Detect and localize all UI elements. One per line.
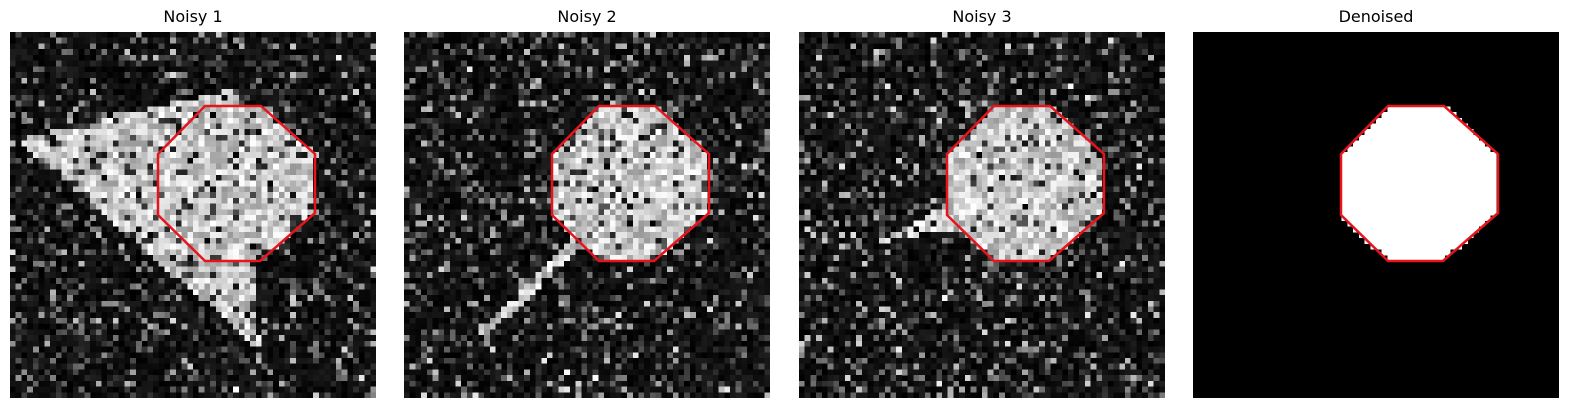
noisy-image-2 bbox=[404, 32, 770, 398]
panel-title: Noisy 1 bbox=[10, 7, 376, 27]
noisy-image-1 bbox=[10, 32, 376, 398]
panel-title: Noisy 3 bbox=[799, 7, 1165, 27]
noisy-image-3 bbox=[799, 32, 1165, 398]
panel-noisy-2: Noisy 2 bbox=[404, 0, 770, 409]
denoised-image bbox=[1193, 32, 1559, 398]
panel-title: Noisy 2 bbox=[404, 7, 770, 27]
panel-denoised: Denoised bbox=[1193, 0, 1559, 409]
panel-noisy-1: Noisy 1 bbox=[10, 0, 376, 409]
panel-noisy-3: Noisy 3 bbox=[799, 0, 1165, 409]
panel-title: Denoised bbox=[1193, 7, 1559, 27]
